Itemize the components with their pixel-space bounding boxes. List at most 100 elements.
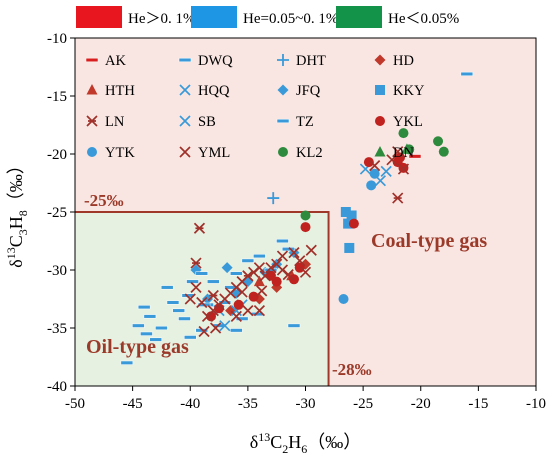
- x-tick-label: -45: [123, 396, 143, 412]
- point-hqq: [380, 165, 392, 178]
- marker-shape: [369, 168, 380, 179]
- x-tick-label: -35: [238, 396, 258, 412]
- marker-shape: [236, 286, 248, 298]
- threshold-x-label: -28‰: [332, 360, 372, 379]
- marker-shape: [277, 84, 289, 96]
- point-dwq: [155, 325, 168, 331]
- marker-shape: [214, 303, 225, 314]
- helium-legend-swatch: [336, 6, 382, 28]
- oil-type-label: Oil-type gas: [86, 336, 189, 358]
- marker-shape: [305, 244, 317, 256]
- point-yml: [236, 286, 248, 298]
- legend-marker-tz: [276, 118, 290, 124]
- marker-shape: [256, 285, 268, 297]
- point-dwq: [166, 300, 180, 305]
- point-kky: [344, 242, 355, 253]
- legend-label-sb: SB: [198, 114, 216, 130]
- marker-shape: [401, 143, 413, 154]
- marker-shape: [340, 207, 351, 217]
- helium-legend-swatch: [191, 6, 237, 28]
- marker-shape: [166, 300, 180, 305]
- point-yml: [369, 159, 381, 172]
- point-yml: [276, 250, 289, 262]
- point-yml: [210, 322, 222, 334]
- point-yml: [196, 296, 208, 309]
- point-yml: [253, 304, 266, 317]
- point-yml: [230, 310, 242, 323]
- marker-shape: [85, 57, 99, 63]
- legend-label-tz: TZ: [296, 114, 314, 130]
- marker-shape: [392, 146, 404, 158]
- marker-shape: [179, 146, 191, 158]
- point-tz: [253, 254, 266, 259]
- data-points: [120, 71, 474, 365]
- x-tick-label: -40: [180, 396, 200, 412]
- legend-label-hth: HTH: [105, 83, 135, 99]
- marker-shape: [380, 165, 392, 178]
- marker-shape: [230, 328, 243, 333]
- marker-shape: [299, 266, 312, 278]
- legend-marker-ak: [85, 57, 99, 63]
- marker-shape: [278, 147, 288, 157]
- legend-marker-yml: [179, 146, 191, 158]
- marker-shape: [287, 323, 301, 328]
- marker-shape: [160, 285, 174, 290]
- marker-shape: [397, 163, 410, 175]
- point-ln: [190, 257, 202, 269]
- legend-marker-hd: [374, 54, 386, 66]
- point-tz: [241, 258, 255, 263]
- marker-shape: [219, 320, 231, 332]
- point-kl2: [433, 136, 444, 147]
- x-tick-label: -30: [296, 396, 316, 412]
- point-yml: [386, 154, 398, 166]
- marker-shape: [276, 118, 290, 124]
- oil-type-region: [75, 212, 329, 386]
- legend-marker-kl2: [278, 147, 288, 157]
- point-yml: [294, 255, 306, 267]
- helium-legend-label: He＞0. 1%: [128, 11, 196, 27]
- marker-shape: [398, 128, 409, 139]
- legend-label-ln: LN: [105, 114, 125, 130]
- legend-marker-sb: [179, 115, 191, 127]
- marker-shape: [259, 270, 271, 282]
- marker-shape: [86, 84, 98, 95]
- marker-shape: [184, 293, 196, 305]
- point-yml: [282, 269, 294, 281]
- annotations: Coal-type gas Oil-type gas -25‰ -28‰: [84, 191, 487, 379]
- point-dwq: [460, 71, 474, 77]
- point-yml: [242, 270, 254, 282]
- legend-marker-ykl: [375, 116, 385, 126]
- point-ykl: [248, 291, 259, 302]
- legend-label-ykl: YKL: [393, 114, 423, 130]
- y-tick-label: -25: [47, 205, 67, 221]
- point-yml: [392, 146, 404, 158]
- point-ytk: [338, 294, 349, 304]
- point-ln: [392, 192, 404, 204]
- point-yml: [242, 304, 254, 317]
- point-hqq: [219, 320, 231, 332]
- marker-shape: [210, 322, 222, 334]
- marker-shape: [267, 192, 280, 205]
- point-yml: [190, 281, 202, 294]
- marker-shape: [149, 337, 162, 342]
- point-yml: [253, 262, 266, 274]
- point-dwq: [137, 305, 151, 310]
- point-kl2: [438, 146, 449, 157]
- marker-shape: [288, 246, 300, 259]
- legend-marker-dwq: [178, 57, 192, 63]
- marker-shape: [184, 335, 197, 340]
- marker-shape: [207, 289, 219, 302]
- point-dwq: [230, 328, 243, 333]
- point-tz: [276, 238, 289, 244]
- point-yml: [198, 325, 210, 338]
- y-tick-label: -10: [47, 31, 67, 47]
- marker-shape: [408, 154, 422, 159]
- point-ykl: [348, 218, 359, 229]
- marker-shape: [120, 360, 134, 365]
- series-legend: AK DWQ DHT HD HTH HQQ JFQ KKY LN SB TZ YKL YTK YML KL2…: [85, 53, 425, 161]
- marker-shape: [366, 180, 377, 191]
- point-dwq: [143, 314, 157, 319]
- point-dn: [401, 143, 413, 154]
